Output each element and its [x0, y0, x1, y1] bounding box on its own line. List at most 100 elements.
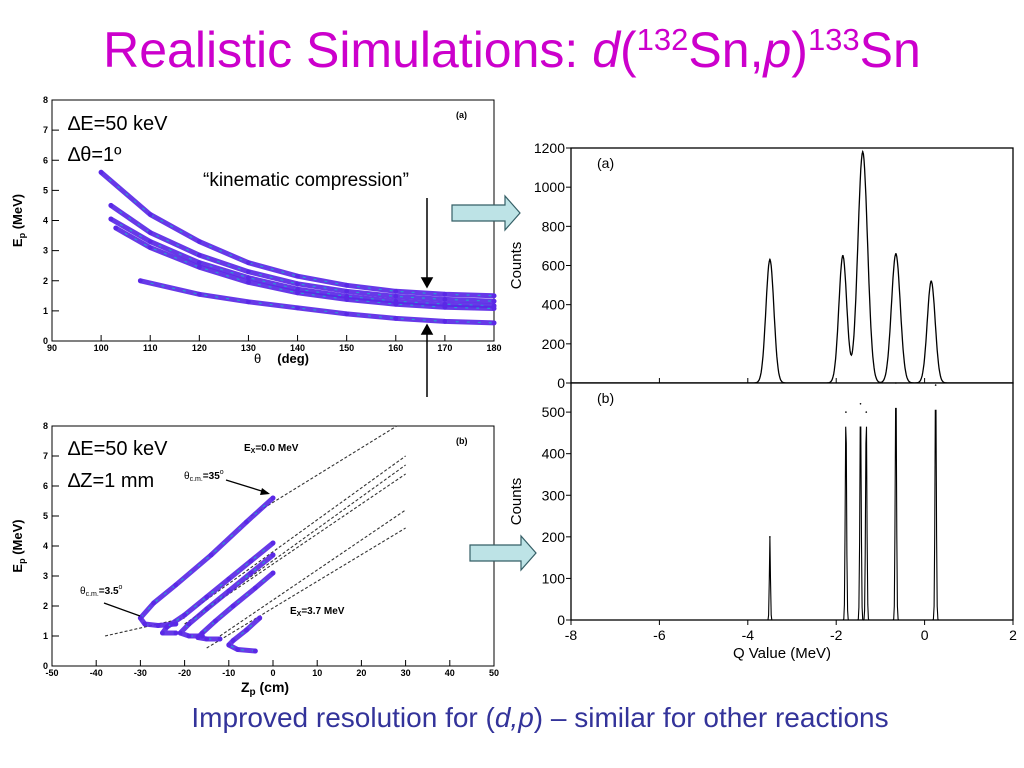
- annot-dz-b: ∆Z=1 mm: [68, 470, 154, 492]
- caption-suffix: ) – similar for other reactions: [533, 702, 889, 733]
- data-point: [257, 615, 263, 621]
- x-tick-label: 160: [388, 343, 403, 353]
- data-point: [173, 582, 179, 588]
- y-tick-label: 200: [542, 529, 566, 545]
- data-point: [230, 638, 236, 643]
- peak-marker: [842, 254, 844, 257]
- data-point: [393, 316, 399, 321]
- data-point: [295, 305, 300, 311]
- y-tick-label: 6: [43, 155, 48, 165]
- data-point: [246, 299, 251, 305]
- peak-marker: [895, 252, 897, 255]
- x-tick-label: -20: [178, 668, 191, 678]
- y-tick-label: 4: [43, 541, 48, 551]
- data-point: [295, 281, 300, 287]
- y-axis-label: Counts: [508, 242, 525, 290]
- y-tick-label: 600: [542, 258, 566, 274]
- data-point: [155, 623, 161, 628]
- x-axis-label: Q Value (MeV): [733, 645, 831, 662]
- data-point: [270, 552, 276, 558]
- title-product: Sn: [859, 22, 921, 78]
- y-tick-label: 0: [43, 336, 48, 346]
- data-point: [196, 252, 202, 258]
- panel-label: (b): [456, 436, 468, 446]
- caption-prefix: Improved resolution for (: [191, 702, 495, 733]
- data-point: [344, 282, 350, 288]
- y-tick-label: 200: [542, 336, 566, 352]
- data-point: [108, 216, 114, 222]
- chart-bottom-right: 0 100 200 300 400 500 -8 -6 -4 -2 0 2 (b) Counts Q Val…: [508, 382, 1017, 662]
- data-point: [199, 630, 205, 636]
- data-point: [393, 288, 399, 294]
- chart-bottom-left: -50 -40 -30 -20 -10 0 10 20 30 40 50 0 1 2 3 4 5 6 7 8 (b) Ep…: [10, 421, 499, 698]
- y-tick-label: 8: [43, 421, 48, 431]
- x-tick-label: 110: [143, 343, 158, 353]
- y-tick-label: 1200: [534, 140, 565, 156]
- data-point: [98, 169, 104, 175]
- y-tick-label: 8: [43, 95, 48, 105]
- series-band-accent: [161, 542, 274, 634]
- x-tick-label: 0: [921, 627, 929, 643]
- data-point: [147, 239, 153, 244]
- data-point: [108, 203, 114, 208]
- series-band-accent: [115, 227, 495, 310]
- x-axis-label: Zp (cm): [241, 679, 289, 698]
- data-point: [195, 635, 201, 640]
- data-point: [164, 624, 170, 630]
- slide-title: Realistic Simulations: d(132Sn,p)133Sn: [0, 20, 1024, 80]
- y-tick-label: 2: [43, 276, 48, 286]
- peak-marker: [769, 536, 771, 538]
- guide-line: [219, 509, 406, 637]
- annot-kinematic: “kinematic compression”: [203, 170, 409, 191]
- data-point: [196, 260, 202, 266]
- plot-frame: [570, 382, 1014, 621]
- annot-de-a: ∆E=50 keV: [68, 113, 168, 135]
- data-point: [147, 245, 153, 251]
- annot-theta35: θc.m.=35o: [184, 469, 224, 483]
- data-point: [226, 588, 232, 594]
- data-point: [186, 621, 192, 627]
- theta35-pointer-head: [260, 488, 270, 495]
- slide-caption: Improved resolution for (d,p) – similar …: [0, 700, 1024, 736]
- data-point: [226, 576, 232, 582]
- series-band-accent: [110, 218, 495, 307]
- arrow-up-head: [420, 323, 434, 335]
- title-main: Realistic Simulations:: [103, 22, 593, 78]
- title-d: d: [592, 22, 621, 78]
- data-point: [393, 294, 399, 299]
- y-tick-label: 100: [542, 570, 566, 586]
- x-tick-label: 2: [1009, 627, 1017, 643]
- data-point: [252, 585, 258, 591]
- histogram-line: [571, 407, 1013, 621]
- peak-marker: [845, 411, 847, 413]
- plot-frame: [570, 147, 1014, 384]
- data-point: [138, 278, 143, 284]
- data-point: [177, 630, 183, 636]
- data-point: [344, 288, 350, 294]
- block-arrow-top: [451, 194, 521, 232]
- data-point: [248, 570, 254, 576]
- data-point: [204, 606, 210, 612]
- y-tick-label: 0: [557, 375, 565, 391]
- y-tick-label: 6: [43, 481, 48, 491]
- annot-ex37: EX=3.7 MeV: [290, 606, 345, 618]
- y-tick-label: 1: [43, 306, 48, 316]
- data-point: [230, 603, 236, 609]
- data-point: [295, 273, 300, 279]
- x-tick-label: -50: [45, 668, 58, 678]
- data-point: [204, 636, 210, 642]
- data-point: [252, 648, 258, 654]
- title-target-mass: 132: [636, 22, 689, 57]
- title-target: Sn,: [688, 22, 764, 78]
- data-point: [246, 269, 251, 275]
- data-point: [491, 293, 497, 299]
- y-tick-label: 3: [43, 246, 48, 256]
- data-point: [173, 630, 179, 636]
- y-tick-label: 1000: [534, 179, 565, 195]
- x-tick-label: 170: [437, 343, 452, 353]
- x-tick-label: -4: [742, 627, 755, 643]
- kinematic-arrows: [420, 198, 434, 397]
- y-tick-label: 400: [542, 297, 566, 313]
- data-point: [147, 230, 153, 235]
